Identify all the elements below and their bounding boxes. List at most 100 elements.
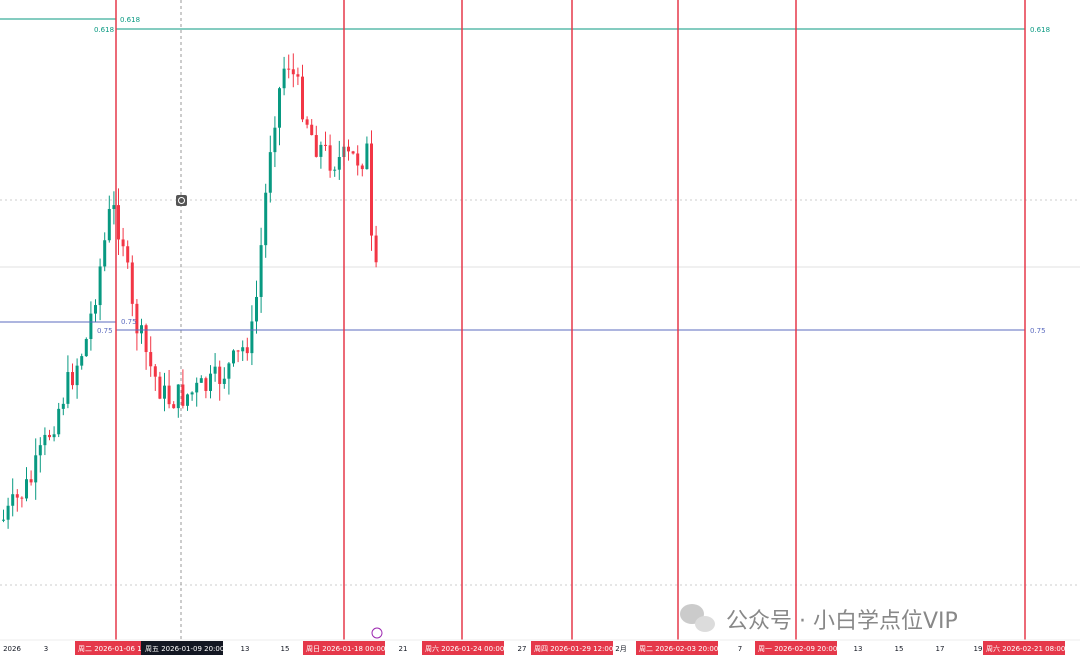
candle-body bbox=[38, 445, 42, 456]
candle-body bbox=[6, 505, 10, 520]
time-tick-label: 17 bbox=[936, 645, 945, 653]
marker-label-bg bbox=[983, 641, 1065, 655]
candle-body bbox=[365, 143, 369, 170]
candle-body bbox=[34, 455, 38, 483]
candle-body bbox=[186, 394, 189, 406]
candle-body bbox=[167, 385, 171, 405]
candle-body bbox=[121, 239, 125, 247]
time-tick-label: 7 bbox=[738, 645, 742, 653]
candle-body bbox=[66, 372, 70, 404]
fib-label: 0.75 bbox=[121, 318, 137, 326]
candle-body bbox=[107, 208, 111, 241]
candle-body bbox=[130, 262, 134, 304]
time-tick-label: 15 bbox=[281, 645, 290, 653]
candle-body bbox=[199, 378, 203, 383]
candle-body bbox=[227, 363, 231, 379]
candle-body bbox=[176, 384, 180, 409]
candle-body bbox=[282, 68, 286, 89]
icon bbox=[178, 197, 185, 204]
candle-body bbox=[29, 479, 33, 483]
time-axis: 2026 3 13 15 21 27 2月 7 13 15 17 19 bbox=[3, 645, 982, 653]
candle-body bbox=[20, 497, 24, 499]
crosshair-button[interactable] bbox=[176, 195, 187, 206]
time-tick-label: 27 bbox=[518, 645, 527, 653]
fib-label: 0.75 bbox=[1030, 327, 1046, 335]
candle-body bbox=[291, 69, 295, 75]
candle-body bbox=[48, 434, 51, 438]
time-tick-label: 2026 bbox=[3, 645, 21, 653]
marker-label-bg bbox=[755, 641, 837, 655]
candle-body bbox=[135, 303, 139, 334]
marker-label: 周一 2026-02-09 20:00 bbox=[758, 645, 837, 653]
time-tick-label: 15 bbox=[895, 645, 904, 653]
candle-body bbox=[149, 352, 153, 367]
marker-label: 周二 2026-01-06 12 bbox=[78, 645, 146, 653]
marker-label: 周二 2026-02-03 20:00 bbox=[639, 645, 718, 653]
time-tick-label: 3 bbox=[44, 645, 48, 653]
candle-body bbox=[347, 146, 350, 152]
candle-body bbox=[103, 240, 107, 267]
marker-label-bg bbox=[303, 641, 385, 655]
marker-label: 周六 2026-02-21 08:00 bbox=[986, 644, 1065, 653]
candle-body bbox=[287, 68, 291, 70]
crosshair-label: 周五 2026-01-09 20:00 bbox=[145, 645, 224, 653]
candle-body bbox=[126, 246, 130, 263]
candle-body bbox=[370, 143, 373, 236]
candle-body bbox=[255, 296, 258, 322]
candle-body bbox=[89, 313, 93, 339]
watermark: 公众号 · 小白学点位VIP bbox=[726, 609, 958, 634]
candle-body bbox=[356, 153, 360, 166]
marker-label-bg bbox=[75, 641, 157, 655]
candle-body bbox=[71, 372, 74, 386]
time-tick-label: 21 bbox=[399, 645, 408, 653]
candle-body bbox=[236, 350, 240, 352]
candle-body bbox=[328, 145, 332, 171]
marker-label: 周四 2026-01-29 12:00 bbox=[534, 645, 613, 653]
time-tick-label: 13 bbox=[241, 645, 250, 653]
candle-body bbox=[278, 88, 281, 128]
candle-body bbox=[305, 119, 309, 125]
candle-body bbox=[333, 169, 337, 171]
candle-body bbox=[222, 378, 226, 384]
candle-body bbox=[25, 479, 28, 499]
candle-body bbox=[209, 373, 212, 391]
candle-body bbox=[241, 347, 245, 352]
time-tick-label: 19 bbox=[974, 645, 983, 653]
candle-body bbox=[324, 144, 327, 146]
candle-body bbox=[190, 392, 194, 395]
candle-body bbox=[250, 321, 254, 354]
candle-body bbox=[264, 192, 268, 246]
candle-body bbox=[172, 404, 176, 409]
candle-body bbox=[245, 347, 249, 354]
candle-body bbox=[52, 434, 56, 438]
candle-body bbox=[98, 266, 102, 306]
candle-body bbox=[181, 384, 185, 406]
candle-body bbox=[57, 408, 61, 435]
marker-label-bg bbox=[636, 641, 718, 655]
candle-body bbox=[61, 403, 65, 409]
candle-body bbox=[84, 338, 88, 357]
candle-body bbox=[43, 434, 47, 446]
fib-label: 0.75 bbox=[97, 327, 113, 335]
candle-body bbox=[140, 325, 143, 334]
candle-body bbox=[232, 350, 235, 364]
marker-label-bg bbox=[422, 641, 504, 655]
candle-body bbox=[112, 205, 116, 209]
time-tick-label: 2月 bbox=[615, 645, 626, 653]
candle-body bbox=[374, 235, 378, 263]
candle-body bbox=[80, 356, 84, 366]
candle-body bbox=[15, 494, 19, 498]
candle-body bbox=[360, 165, 364, 170]
vertical-lines: 周二 2026-01-06 12 周日 2026-01-18 00:00 周六 20… bbox=[75, 0, 1065, 655]
candle-body bbox=[195, 382, 199, 393]
candle-body bbox=[351, 151, 355, 154]
fib-label: 0.618 bbox=[94, 26, 114, 34]
candle-body bbox=[75, 365, 79, 386]
event-icon[interactable] bbox=[371, 627, 383, 639]
candle-body bbox=[204, 378, 208, 391]
candle-body bbox=[94, 305, 97, 314]
candle-body bbox=[314, 135, 318, 157]
candle-body bbox=[273, 127, 277, 153]
